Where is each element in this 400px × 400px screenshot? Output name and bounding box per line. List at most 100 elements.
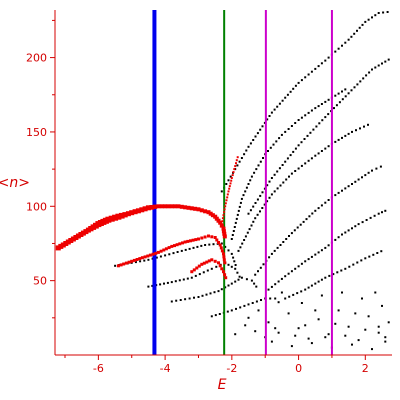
data-point <box>314 67 317 70</box>
axes <box>54 10 392 356</box>
data-point <box>259 128 262 131</box>
data-point <box>254 217 257 220</box>
data-point <box>256 213 259 216</box>
data-point <box>333 107 335 110</box>
highlighted-point <box>194 238 198 242</box>
highlighted-point <box>218 264 222 268</box>
data-point <box>220 190 223 193</box>
data-point <box>340 269 343 272</box>
highlighted-point <box>210 213 215 218</box>
data-point <box>240 197 243 200</box>
data-point <box>327 56 330 59</box>
highlighted-point <box>219 246 223 250</box>
data-point <box>289 154 292 157</box>
data-point <box>267 288 270 291</box>
data-point <box>270 252 273 255</box>
data-point <box>220 242 223 245</box>
data-point <box>341 90 343 93</box>
data-point <box>290 232 293 235</box>
highlighted-point <box>183 205 188 210</box>
data-point <box>327 145 330 148</box>
data-point <box>230 309 233 312</box>
data-point <box>367 171 370 174</box>
highlighted-point <box>213 236 217 239</box>
data-point <box>288 235 290 237</box>
data-point <box>206 269 209 272</box>
y-tick-label: 100 <box>26 200 47 213</box>
data-point <box>188 247 191 250</box>
data-point <box>314 282 317 285</box>
data-point <box>334 194 337 197</box>
data-point <box>248 228 251 231</box>
data-point <box>305 218 308 221</box>
data-point <box>238 205 241 208</box>
highlighted-point <box>127 260 131 264</box>
data-point <box>244 190 247 193</box>
highlighted-point <box>170 244 174 248</box>
data-point <box>276 170 279 173</box>
data-point <box>284 297 287 300</box>
data-point <box>371 68 373 71</box>
data-point <box>239 246 242 249</box>
data-point <box>387 58 390 61</box>
data-point <box>344 187 347 190</box>
data-point <box>371 169 373 172</box>
highlighted-point <box>181 241 184 245</box>
data-point <box>354 312 357 315</box>
data-point <box>215 265 218 268</box>
data-point <box>300 290 303 293</box>
data-point <box>381 62 383 65</box>
highlighted-point <box>115 213 122 220</box>
data-point <box>372 253 375 256</box>
highlighted-point <box>151 252 155 256</box>
data-point <box>344 95 347 98</box>
data-point <box>365 219 368 221</box>
data-point <box>147 258 150 261</box>
data-point <box>324 246 327 249</box>
data-point <box>371 16 373 19</box>
data-point <box>312 128 315 131</box>
data-point <box>277 331 280 334</box>
data-point <box>341 291 343 294</box>
highlighted-point <box>226 193 229 196</box>
data-point <box>357 223 360 226</box>
data-point <box>178 279 181 282</box>
data-point <box>255 300 258 303</box>
data-point <box>363 125 365 128</box>
highlighted-point <box>200 236 204 240</box>
data-point <box>218 313 221 315</box>
highlighted-point <box>179 204 184 209</box>
data-point <box>314 253 317 256</box>
highlighted-point <box>223 211 226 214</box>
highlighted-point <box>178 242 182 246</box>
data-point <box>317 251 320 254</box>
highlighted-point <box>159 249 163 253</box>
data-point <box>166 281 169 284</box>
data-point <box>357 178 360 181</box>
data-point <box>237 249 240 252</box>
highlighted-point <box>176 204 181 209</box>
data-point <box>351 130 353 133</box>
data-point <box>268 196 271 199</box>
data-point <box>296 226 299 229</box>
data-point <box>247 316 250 319</box>
data-point <box>334 140 337 143</box>
data-point <box>278 137 281 140</box>
data-point <box>170 281 173 284</box>
data-point <box>220 288 223 291</box>
data-point <box>307 111 310 114</box>
data-point <box>299 223 302 226</box>
data-point <box>270 177 273 179</box>
data-point <box>287 128 290 130</box>
data-point <box>368 255 371 258</box>
data-point <box>273 249 276 252</box>
highlighted-point <box>224 202 227 205</box>
data-point <box>198 273 201 276</box>
data-point <box>310 109 313 112</box>
data-point <box>255 285 258 288</box>
data-point <box>259 210 261 213</box>
data-point <box>304 260 307 263</box>
data-point <box>186 277 189 280</box>
data-point <box>364 257 367 260</box>
data-point <box>337 138 340 141</box>
